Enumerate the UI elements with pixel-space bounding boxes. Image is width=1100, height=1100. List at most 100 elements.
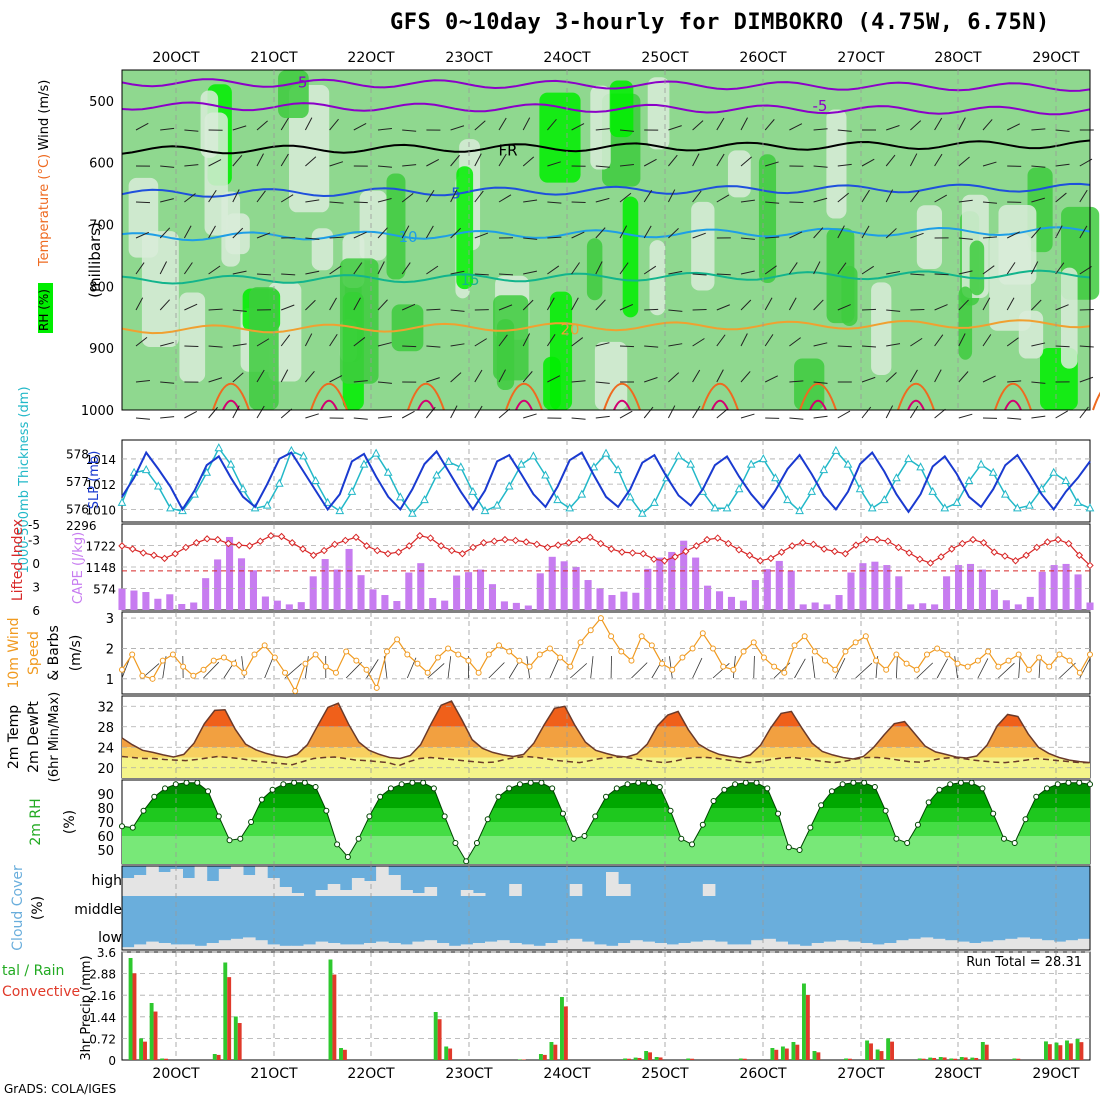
wind-barb	[643, 225, 652, 239]
cloud-cell	[218, 869, 232, 896]
wind-barb	[692, 273, 707, 276]
rh-contour-patch	[586, 238, 603, 301]
wind-barb	[1006, 297, 1015, 311]
li-point	[596, 539, 605, 548]
thickness-point	[952, 497, 962, 506]
isotherm-line	[121, 139, 1091, 155]
precip-convective-bar	[342, 1049, 347, 1060]
cloud-cell	[993, 940, 1006, 950]
precip-legend-convective: Convective	[2, 984, 80, 1000]
cape-bar	[297, 602, 305, 610]
li-point	[288, 539, 296, 547]
rh-point	[990, 810, 997, 817]
cloud-cell	[606, 872, 619, 896]
wind-barb	[1031, 299, 1042, 311]
rh-legend-swatch	[38, 283, 53, 333]
rh-point	[656, 784, 663, 790]
wind-tick: 3	[106, 612, 114, 627]
precip-total-bar	[433, 1012, 438, 1060]
rh-point	[947, 781, 954, 788]
rh-point	[151, 793, 158, 800]
wind-barb	[753, 655, 755, 679]
wind-barb	[595, 165, 610, 168]
cape-bar	[943, 576, 951, 610]
wind-barb	[643, 189, 653, 203]
precip-total-bar	[560, 997, 564, 1060]
rh-point	[1076, 779, 1083, 786]
wind-barb	[716, 273, 731, 276]
wind-speed-point	[312, 651, 319, 658]
wind-speed-point	[944, 651, 951, 658]
li-point	[479, 539, 488, 547]
wind-barb	[740, 413, 755, 419]
wind-tick: 1	[106, 673, 114, 688]
isotherm-loop	[1004, 399, 1022, 411]
rh-point	[248, 819, 255, 825]
wind-barb	[1031, 128, 1046, 131]
temp-tick: 28	[97, 721, 114, 736]
wind-speed-point	[873, 657, 880, 664]
rh-contour-patch	[204, 112, 228, 236]
rh-contour-patch	[794, 358, 825, 410]
rh-tick: 50	[97, 844, 114, 859]
cloud-cell	[872, 944, 885, 950]
cloud-cell	[533, 945, 546, 950]
cloud-cell	[472, 893, 486, 896]
wind-barb	[764, 119, 775, 131]
wind-barb	[450, 309, 465, 312]
rh-contour-patch	[386, 173, 406, 280]
wind-speed-point	[567, 663, 574, 670]
li-point	[607, 545, 616, 553]
precip-total-bar	[928, 1057, 933, 1060]
wind-barb	[474, 232, 489, 239]
wind-barb	[916, 662, 934, 679]
cloud-cell	[702, 884, 716, 896]
cape-bar	[393, 601, 401, 610]
precip-convective-bar	[448, 1048, 453, 1060]
cape-bar	[680, 540, 688, 610]
wind-barb	[837, 262, 847, 275]
wind-barb	[135, 336, 148, 347]
slp-axis-label: SLP (mb)	[87, 451, 102, 510]
rh-point	[785, 844, 792, 851]
wind-speed-point	[414, 660, 421, 667]
cape-bar	[512, 602, 520, 610]
precip-total-bar	[654, 1057, 659, 1060]
wind-barb	[571, 262, 580, 275]
li-tick: -5	[28, 518, 40, 532]
wind-speed-point	[404, 651, 411, 658]
thickness-tick: 2296	[66, 519, 97, 533]
wind-barb	[160, 127, 175, 131]
wind-barb	[909, 153, 918, 167]
wind-barb	[280, 194, 294, 203]
isotherm-loop	[799, 382, 837, 411]
isotherm-loop	[515, 399, 533, 411]
wind-axis-label-3: & Barbs	[46, 625, 62, 681]
precip-convective-bar	[648, 1052, 652, 1060]
wind-barb	[595, 342, 610, 347]
rh-point	[205, 788, 212, 795]
cloud-cell	[557, 940, 571, 950]
rh-contour-patch	[179, 292, 206, 383]
rh-point	[699, 821, 706, 828]
cape-bar	[608, 595, 616, 610]
wind-barb	[1030, 261, 1039, 275]
wind-barb	[256, 232, 271, 239]
wind-barb	[934, 117, 943, 131]
wind-barb	[813, 227, 824, 239]
thickness-point	[383, 467, 393, 476]
cloud-cell	[509, 884, 522, 896]
date-label-bottom: 27OCT	[837, 1066, 885, 1082]
thickness-point	[274, 478, 284, 487]
rh-point	[893, 835, 900, 842]
wind-barb	[765, 201, 780, 204]
cape-bar	[1086, 602, 1094, 610]
wind-barb	[366, 659, 379, 679]
cape-bar	[715, 591, 724, 610]
wind-barb	[813, 415, 828, 419]
date-label-bottom: 25OCT	[641, 1066, 689, 1082]
cloud-cell	[255, 940, 268, 950]
cape-bar	[966, 563, 975, 610]
wind-barb	[208, 308, 223, 311]
wind-barb	[329, 201, 344, 204]
